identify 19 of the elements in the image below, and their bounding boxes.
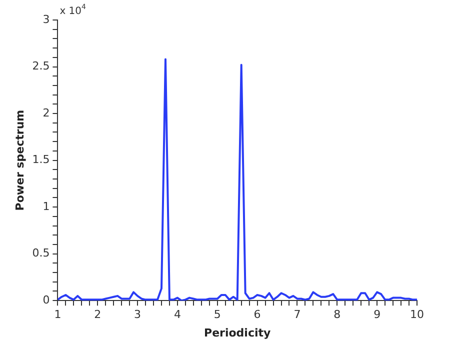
y-tick-label: 1.5	[32, 153, 50, 166]
x-tick-label: 6	[254, 308, 261, 322]
y-tick-label: 2	[42, 106, 50, 120]
x-tick-label: 9	[374, 308, 381, 322]
x-axis-title: Periodicity	[204, 326, 271, 340]
y-tick-label: 0	[42, 293, 50, 306]
x-tick-label: 1	[54, 308, 62, 322]
y-tick-label: 2.5	[32, 60, 50, 73]
x-tick-label: 2	[94, 308, 102, 322]
x-tick-label: 3	[134, 308, 142, 322]
x-tick-label: 8	[334, 308, 341, 322]
x-tick-label: 4	[174, 308, 181, 322]
y-tick-label: 1	[42, 200, 50, 213]
x-tick-label: 5	[214, 308, 221, 322]
y-tick-label: 3	[42, 12, 50, 26]
x-tick-label: 10	[410, 308, 424, 322]
x-tick-label: 7	[294, 308, 301, 322]
y-tick-label: 0.5	[32, 246, 50, 260]
y-axis-title: Power spectrum	[13, 110, 26, 211]
